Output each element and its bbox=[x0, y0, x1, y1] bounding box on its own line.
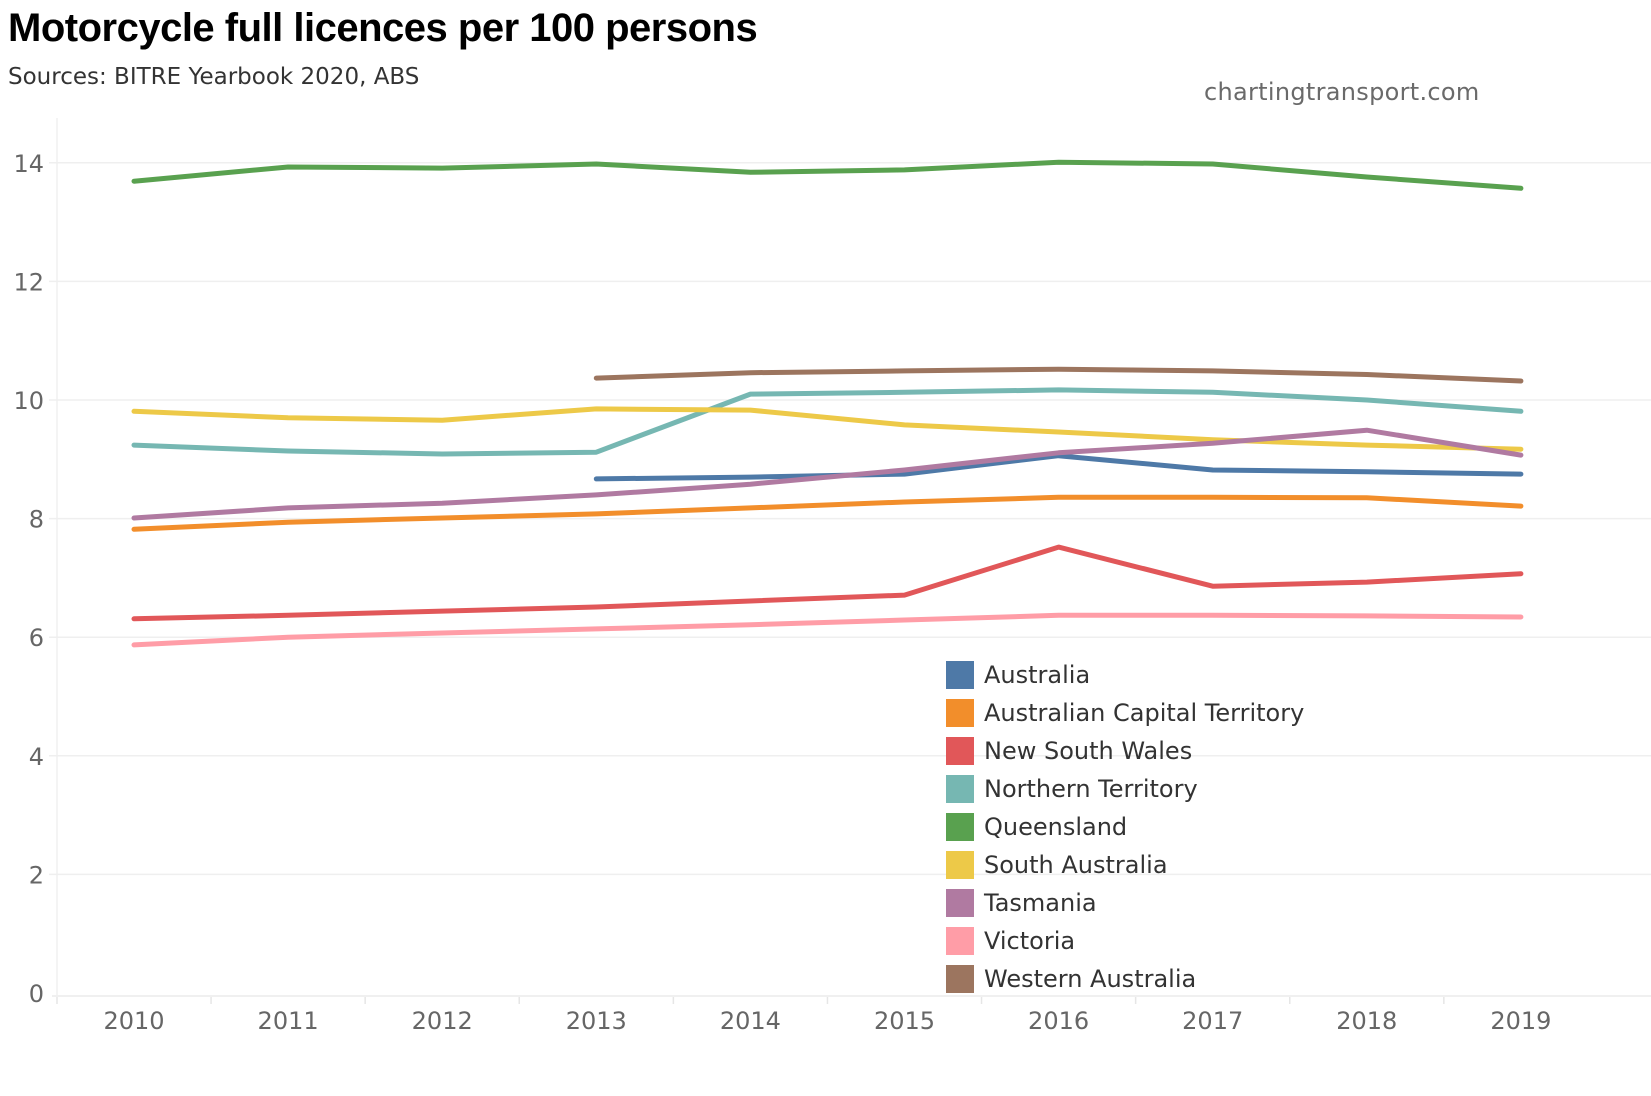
legend-swatch bbox=[946, 775, 974, 803]
legend-item-queensland[interactable]: Queensland bbox=[946, 808, 1304, 846]
series-line-australian-capital-territory bbox=[131, 494, 1524, 532]
legend-item-new-south-wales[interactable]: New South Wales bbox=[946, 732, 1304, 770]
legend-item-northern-territory[interactable]: Northern Territory bbox=[946, 770, 1304, 808]
legend-swatch bbox=[946, 699, 974, 727]
legend-item-australia[interactable]: Australia bbox=[946, 656, 1304, 694]
legend-label: Tasmania bbox=[984, 889, 1097, 917]
legend-swatch bbox=[946, 661, 974, 689]
legend-item-south-australia[interactable]: South Australia bbox=[946, 846, 1304, 884]
x-tick-label: 2018 bbox=[1336, 1007, 1397, 1035]
legend-swatch bbox=[946, 737, 974, 765]
legend-swatch bbox=[946, 927, 974, 955]
x-tick-label: 2019 bbox=[1490, 1007, 1551, 1035]
series-line-queensland bbox=[131, 159, 1524, 191]
legend-swatch bbox=[946, 851, 974, 879]
legend-label: Queensland bbox=[984, 813, 1128, 841]
chart-title: Motorcycle full licences per 100 persons bbox=[8, 6, 758, 50]
series-line-northern-territory bbox=[131, 387, 1524, 457]
x-tick-label: 2011 bbox=[258, 1007, 319, 1035]
legend-item-western-australia[interactable]: Western Australia bbox=[946, 960, 1304, 998]
legend-swatch bbox=[946, 889, 974, 917]
series-line-new-south-wales bbox=[131, 544, 1524, 622]
legend-swatch bbox=[946, 965, 974, 993]
legend-label: Australian Capital Territory bbox=[984, 699, 1305, 727]
legend-label: Australia bbox=[984, 661, 1091, 689]
gridlines bbox=[49, 118, 1651, 997]
series-line-victoria bbox=[131, 612, 1524, 648]
legend-item-victoria[interactable]: Victoria bbox=[946, 922, 1304, 960]
legend-label: New South Wales bbox=[984, 737, 1193, 765]
credit-text: chartingtransport.com bbox=[1204, 78, 1480, 106]
y-tick-label: 10 bbox=[13, 387, 44, 415]
chart-subtitle: Sources: BITRE Yearbook 2020, ABS bbox=[8, 64, 420, 90]
legend-label: South Australia bbox=[984, 851, 1168, 879]
x-tick-label: 2010 bbox=[103, 1007, 164, 1035]
y-tick-label: 14 bbox=[13, 150, 44, 178]
y-axis: 0 2 4 6 8 10 12 14 bbox=[13, 150, 44, 1008]
legend-label: Victoria bbox=[984, 927, 1076, 955]
x-tick-label: 2016 bbox=[1028, 1007, 1089, 1035]
legend: Australia Australian Capital Territory New… bbox=[946, 656, 1304, 998]
y-tick-label: 12 bbox=[13, 268, 44, 296]
series-line-tasmania bbox=[131, 427, 1524, 521]
x-axis: 2010 2011 2012 2013 2014 2015 2016 2017 2018 2019 bbox=[56, 997, 1551, 1035]
series-line-south-australia bbox=[131, 406, 1524, 452]
y-tick-label: 6 bbox=[29, 624, 44, 652]
y-tick-label: 8 bbox=[29, 506, 44, 534]
series-line-western-australia bbox=[593, 366, 1524, 384]
legend-label: Western Australia bbox=[984, 965, 1197, 993]
x-tick-label: 2015 bbox=[874, 1007, 935, 1035]
legend-item-tasmania[interactable]: Tasmania bbox=[946, 884, 1304, 922]
x-tick-label: 2017 bbox=[1182, 1007, 1243, 1035]
x-tick-label: 2013 bbox=[566, 1007, 627, 1035]
y-tick-label: 2 bbox=[29, 861, 44, 889]
x-tick-label: 2012 bbox=[412, 1007, 473, 1035]
legend-swatch bbox=[946, 813, 974, 841]
series-lines bbox=[131, 159, 1524, 648]
legend-item-australian-capital-territory[interactable]: Australian Capital Territory bbox=[946, 694, 1304, 732]
y-tick-label: 4 bbox=[29, 743, 44, 771]
legend-label: Northern Territory bbox=[984, 775, 1198, 803]
series-line-australia bbox=[593, 453, 1524, 482]
x-tick-label: 2014 bbox=[720, 1007, 781, 1035]
y-tick-label: 0 bbox=[29, 980, 44, 1008]
